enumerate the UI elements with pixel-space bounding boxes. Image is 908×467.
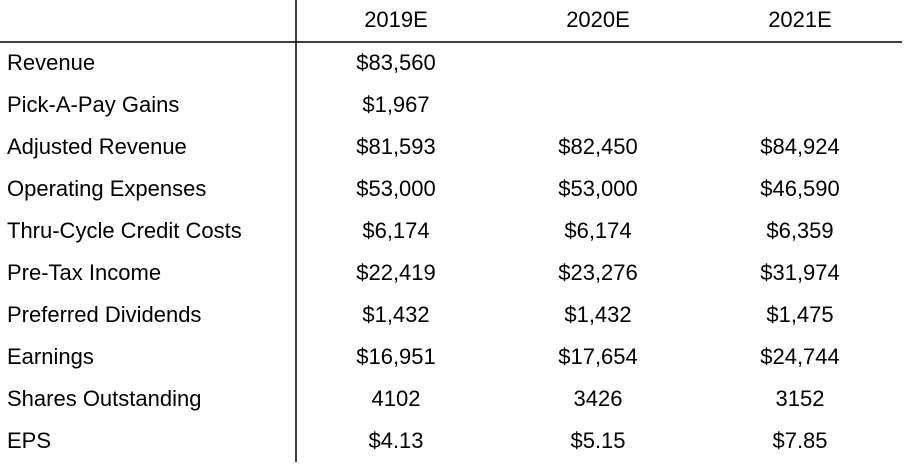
row-label: Revenue [7, 50, 95, 75]
cell-value: $7.85 [772, 428, 827, 453]
cell-value: $46,590 [760, 176, 840, 201]
cell-value: $83,560 [356, 50, 436, 75]
cell-value: 4102 [372, 386, 421, 411]
cell-value: $6,174 [362, 218, 429, 243]
cell-value: $1,432 [362, 302, 429, 327]
cell-value: 3152 [776, 386, 825, 411]
cell-value: $53,000 [356, 176, 436, 201]
cell-value: $22,419 [356, 260, 436, 285]
cell-value: $1,475 [766, 302, 833, 327]
row-label: Pick-A-Pay Gains [7, 92, 179, 117]
cell-value: 3426 [574, 386, 623, 411]
cell-value: $53,000 [558, 176, 638, 201]
cell-value: $31,974 [760, 260, 840, 285]
cell-value: $6,359 [766, 218, 833, 243]
cell-value: $6,174 [564, 218, 631, 243]
cell-value: $4.13 [368, 428, 423, 453]
cell-value: $16,951 [356, 344, 436, 369]
row-label: Preferred Dividends [7, 302, 201, 327]
cell-value: $1,967 [362, 92, 429, 117]
row-label: Shares Outstanding [7, 386, 201, 411]
cell-value: $81,593 [356, 134, 436, 159]
row-label: Thru-Cycle Credit Costs [7, 218, 242, 243]
cell-value: $1,432 [564, 302, 631, 327]
column-header: 2019E [364, 7, 428, 32]
cell-value: $17,654 [558, 344, 638, 369]
row-label: Earnings [7, 344, 94, 369]
row-label: EPS [7, 428, 51, 453]
column-header: 2020E [566, 7, 630, 32]
row-label: Adjusted Revenue [7, 134, 187, 159]
cell-value: $5.15 [570, 428, 625, 453]
row-label: Operating Expenses [7, 176, 206, 201]
cell-value: $23,276 [558, 260, 638, 285]
cell-value: $82,450 [558, 134, 638, 159]
cell-value: $84,924 [760, 134, 840, 159]
row-label: Pre-Tax Income [7, 260, 161, 285]
cell-value: $24,744 [760, 344, 840, 369]
column-header: 2021E [768, 7, 832, 32]
